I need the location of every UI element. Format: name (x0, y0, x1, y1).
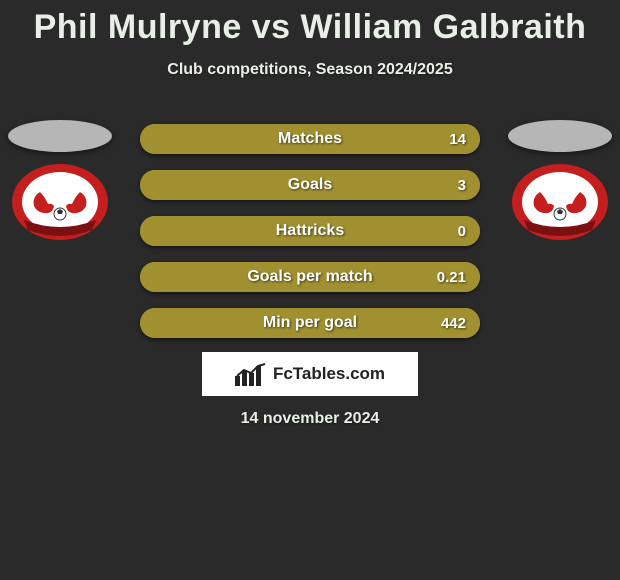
stat-row: Hattricks0 (140, 216, 480, 246)
stat-row: Min per goal442 (140, 308, 480, 338)
stat-label: Matches (140, 124, 480, 154)
bars-icon (235, 362, 267, 386)
stat-value-right: 3 (458, 170, 466, 200)
page-subtitle: Club competitions, Season 2024/2025 (0, 61, 620, 79)
stat-label: Goals (140, 170, 480, 200)
player-right-avatar (508, 120, 612, 152)
branding-box: FcTables.com (202, 352, 418, 396)
stat-value-right: 0 (458, 216, 466, 246)
branding-text: FcTables.com (273, 364, 385, 384)
date-text: 14 november 2024 (0, 410, 620, 428)
stat-value-right: 442 (441, 308, 466, 338)
player-right-club-badge (510, 162, 610, 242)
stat-row: Matches14 (140, 124, 480, 154)
stat-label: Min per goal (140, 308, 480, 338)
stat-label: Hattricks (140, 216, 480, 246)
player-left-club-badge (10, 162, 110, 242)
stat-label: Goals per match (140, 262, 480, 292)
player-left-slot (5, 120, 115, 242)
stats-panel: Matches14 Goals3 Hattricks0 Goals per match… (140, 124, 480, 354)
stat-value-right: 0.21 (437, 262, 466, 292)
player-left-avatar (8, 120, 112, 152)
stat-row: Goals per match0.21 (140, 262, 480, 292)
stat-value-right: 14 (449, 124, 466, 154)
player-right-slot (505, 120, 615, 242)
page-title: Phil Mulryne vs William Galbraith (0, 0, 620, 47)
stat-row: Goals3 (140, 170, 480, 200)
